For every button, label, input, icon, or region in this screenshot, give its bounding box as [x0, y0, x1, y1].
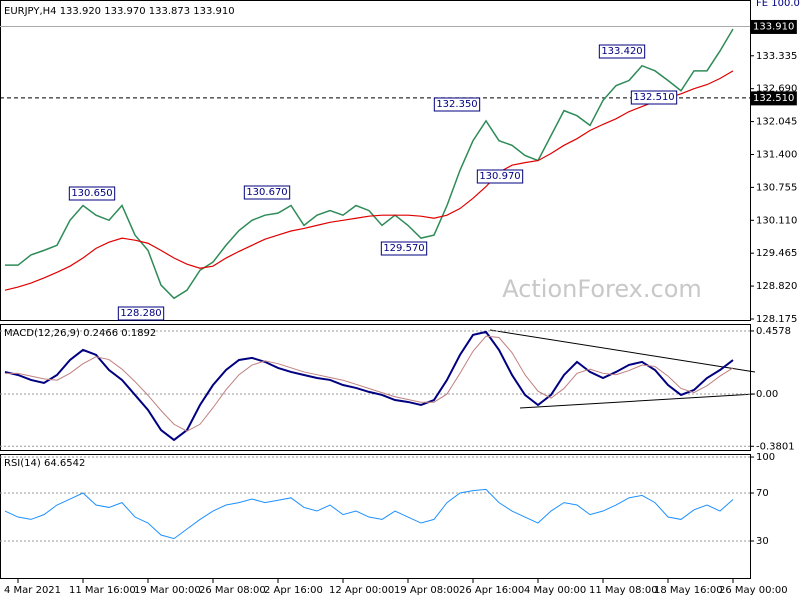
- panel-title: RSI(14) 64.6542: [4, 458, 85, 469]
- y-tick-label: 129.465: [756, 248, 797, 259]
- x-tick-label: 4 Mar 2021: [4, 585, 61, 596]
- panel-title: EURJPY,H4 133.920 133.970 133.873 133.91…: [4, 6, 235, 17]
- label-box: [380, 241, 428, 256]
- y-tick-label: 0.00: [756, 389, 778, 400]
- watermark: ActionForex.com: [502, 275, 702, 303]
- label-box: [476, 169, 524, 184]
- price-label: 133.910: [753, 21, 794, 32]
- x-tick-label: 2 Apr 16:00: [264, 585, 323, 596]
- label-box: [433, 97, 481, 112]
- x-tick-label: 11 May 08:00: [589, 585, 658, 596]
- label-box: [750, 19, 797, 34]
- annotation: 130.650: [71, 188, 112, 199]
- trend-line: [489, 329, 756, 373]
- series-line: [4, 488, 734, 540]
- x-tick-label: 12 Apr 00:00: [329, 585, 394, 596]
- y-tick-label: 128.175: [756, 314, 797, 325]
- x-tick-label: 11 Mar 16:00: [69, 585, 136, 596]
- y-tick-label: 132.045: [756, 117, 797, 128]
- x-tick-label: 18 May 16:00: [654, 585, 723, 596]
- price-panel: [0, 0, 751, 321]
- annotation: 132.510: [633, 92, 674, 103]
- series-line: [4, 330, 734, 442]
- label-box: [598, 44, 646, 59]
- x-tick-label: 26 Apr 16:00: [459, 585, 524, 596]
- y-tick-label: -0.3801: [756, 441, 795, 452]
- y-tick-label: 133.335: [756, 51, 797, 62]
- x-tick-label: 19 Mar 00:00: [134, 585, 201, 596]
- x-tick-label: 4 May 00:00: [524, 585, 586, 596]
- series-line: [5, 335, 734, 432]
- price-label: 132.510: [753, 93, 794, 104]
- y-tick-label: 128.820: [756, 281, 797, 292]
- y-tick-label: 130.110: [756, 215, 797, 226]
- x-tick-label: 26 May 00:00: [719, 585, 788, 596]
- macd-panel: [0, 324, 751, 451]
- annotation: 132.350: [436, 99, 477, 110]
- trend-line: [519, 393, 756, 409]
- label-box: [117, 306, 165, 321]
- annotation: 129.570: [383, 243, 424, 254]
- annotation: 128.280: [120, 308, 161, 319]
- annotation: 133.420: [601, 46, 642, 57]
- y-tick-label: 131.400: [756, 149, 797, 160]
- y-tick-label: 132.690: [756, 84, 797, 95]
- label-box: [68, 186, 116, 201]
- y-tick-label: 130.755: [756, 182, 797, 193]
- x-tick-label: 19 Apr 08:00: [394, 585, 459, 596]
- x-tick-label: 26 Mar 08:00: [199, 585, 266, 596]
- y-tick-label: 0.4578: [756, 326, 791, 337]
- series-line: [4, 70, 734, 291]
- panel-title: MACD(12,26,9) 0.2466 0.1892: [4, 328, 156, 339]
- y-tick-label: 30: [756, 536, 769, 547]
- annotation: FE 100.0: [756, 0, 800, 9]
- label-box: [630, 90, 678, 105]
- annotation: 130.670: [246, 187, 287, 198]
- y-tick-label: 70: [756, 488, 769, 499]
- y-tick-label: 100: [756, 452, 775, 463]
- rsi-panel: [0, 454, 751, 579]
- label-box: [750, 91, 797, 106]
- annotation: 130.970: [479, 171, 520, 182]
- label-box: [243, 185, 291, 200]
- series-line: [5, 28, 734, 300]
